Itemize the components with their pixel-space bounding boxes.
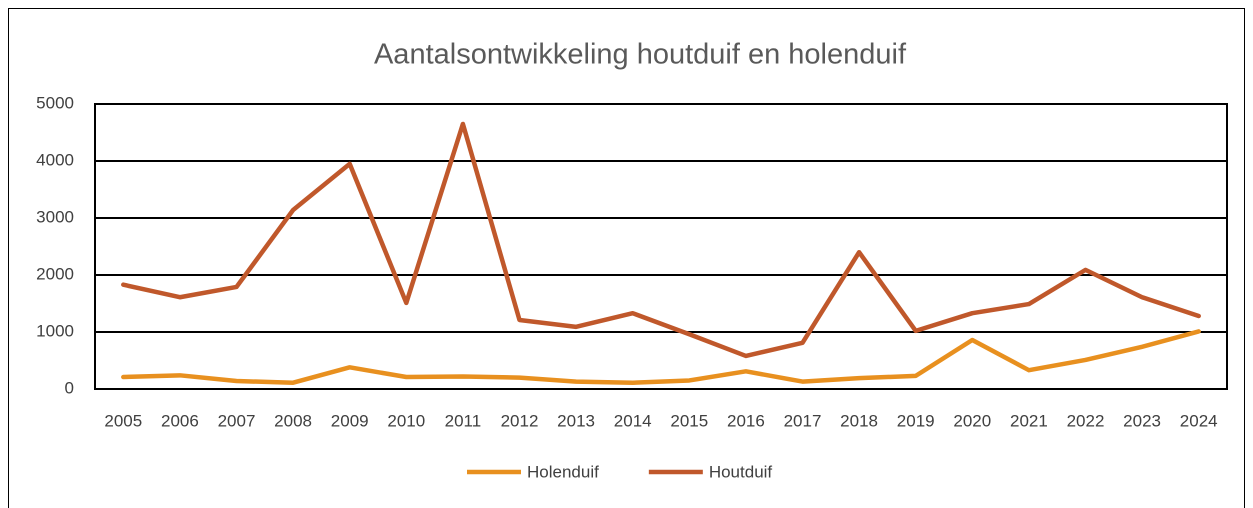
y-tick-label: 5000: [36, 93, 74, 112]
x-tick-label: 2010: [387, 411, 425, 430]
y-tick-label: 3000: [36, 207, 74, 226]
chart-border: [8, 8, 1245, 508]
legend-label: Houtduif: [709, 462, 773, 481]
plot-border: [94, 103, 1228, 390]
y-tick-label: 1000: [36, 321, 74, 340]
x-tick-label: 2021: [1010, 411, 1048, 430]
x-tick-label: 2014: [614, 411, 652, 430]
x-tick-label: 2012: [501, 411, 539, 430]
x-tick-label: 2020: [953, 411, 991, 430]
x-tick-label: 2009: [331, 411, 369, 430]
x-tick-label: 2008: [274, 411, 312, 430]
x-tick-label: 2011: [445, 411, 482, 430]
x-tick-label: 2023: [1123, 411, 1161, 430]
x-tick-label: 2018: [840, 411, 878, 430]
legend-label: Holenduif: [527, 462, 599, 481]
x-tick-label: 2016: [727, 411, 765, 430]
x-tick-label: 2007: [218, 411, 256, 430]
chart-title: Aantalsontwikkeling houtduif en holendui…: [374, 39, 907, 71]
y-tick-label: 4000: [36, 150, 74, 169]
series-line: [121, 329, 1201, 385]
x-tick-label: 2019: [897, 411, 935, 430]
x-tick-label: 2022: [1067, 411, 1105, 430]
series-line: [121, 121, 1201, 359]
x-tick-label: 2015: [670, 411, 708, 430]
y-tick-label: 2000: [36, 264, 74, 283]
x-tick-label: 2006: [161, 411, 199, 430]
x-tick-label: 2024: [1180, 411, 1218, 430]
x-tick-label: 2017: [784, 411, 822, 430]
x-tick-label: 2005: [104, 411, 142, 430]
y-tick-label: 0: [65, 378, 74, 397]
x-tick-label: 2013: [557, 411, 595, 430]
